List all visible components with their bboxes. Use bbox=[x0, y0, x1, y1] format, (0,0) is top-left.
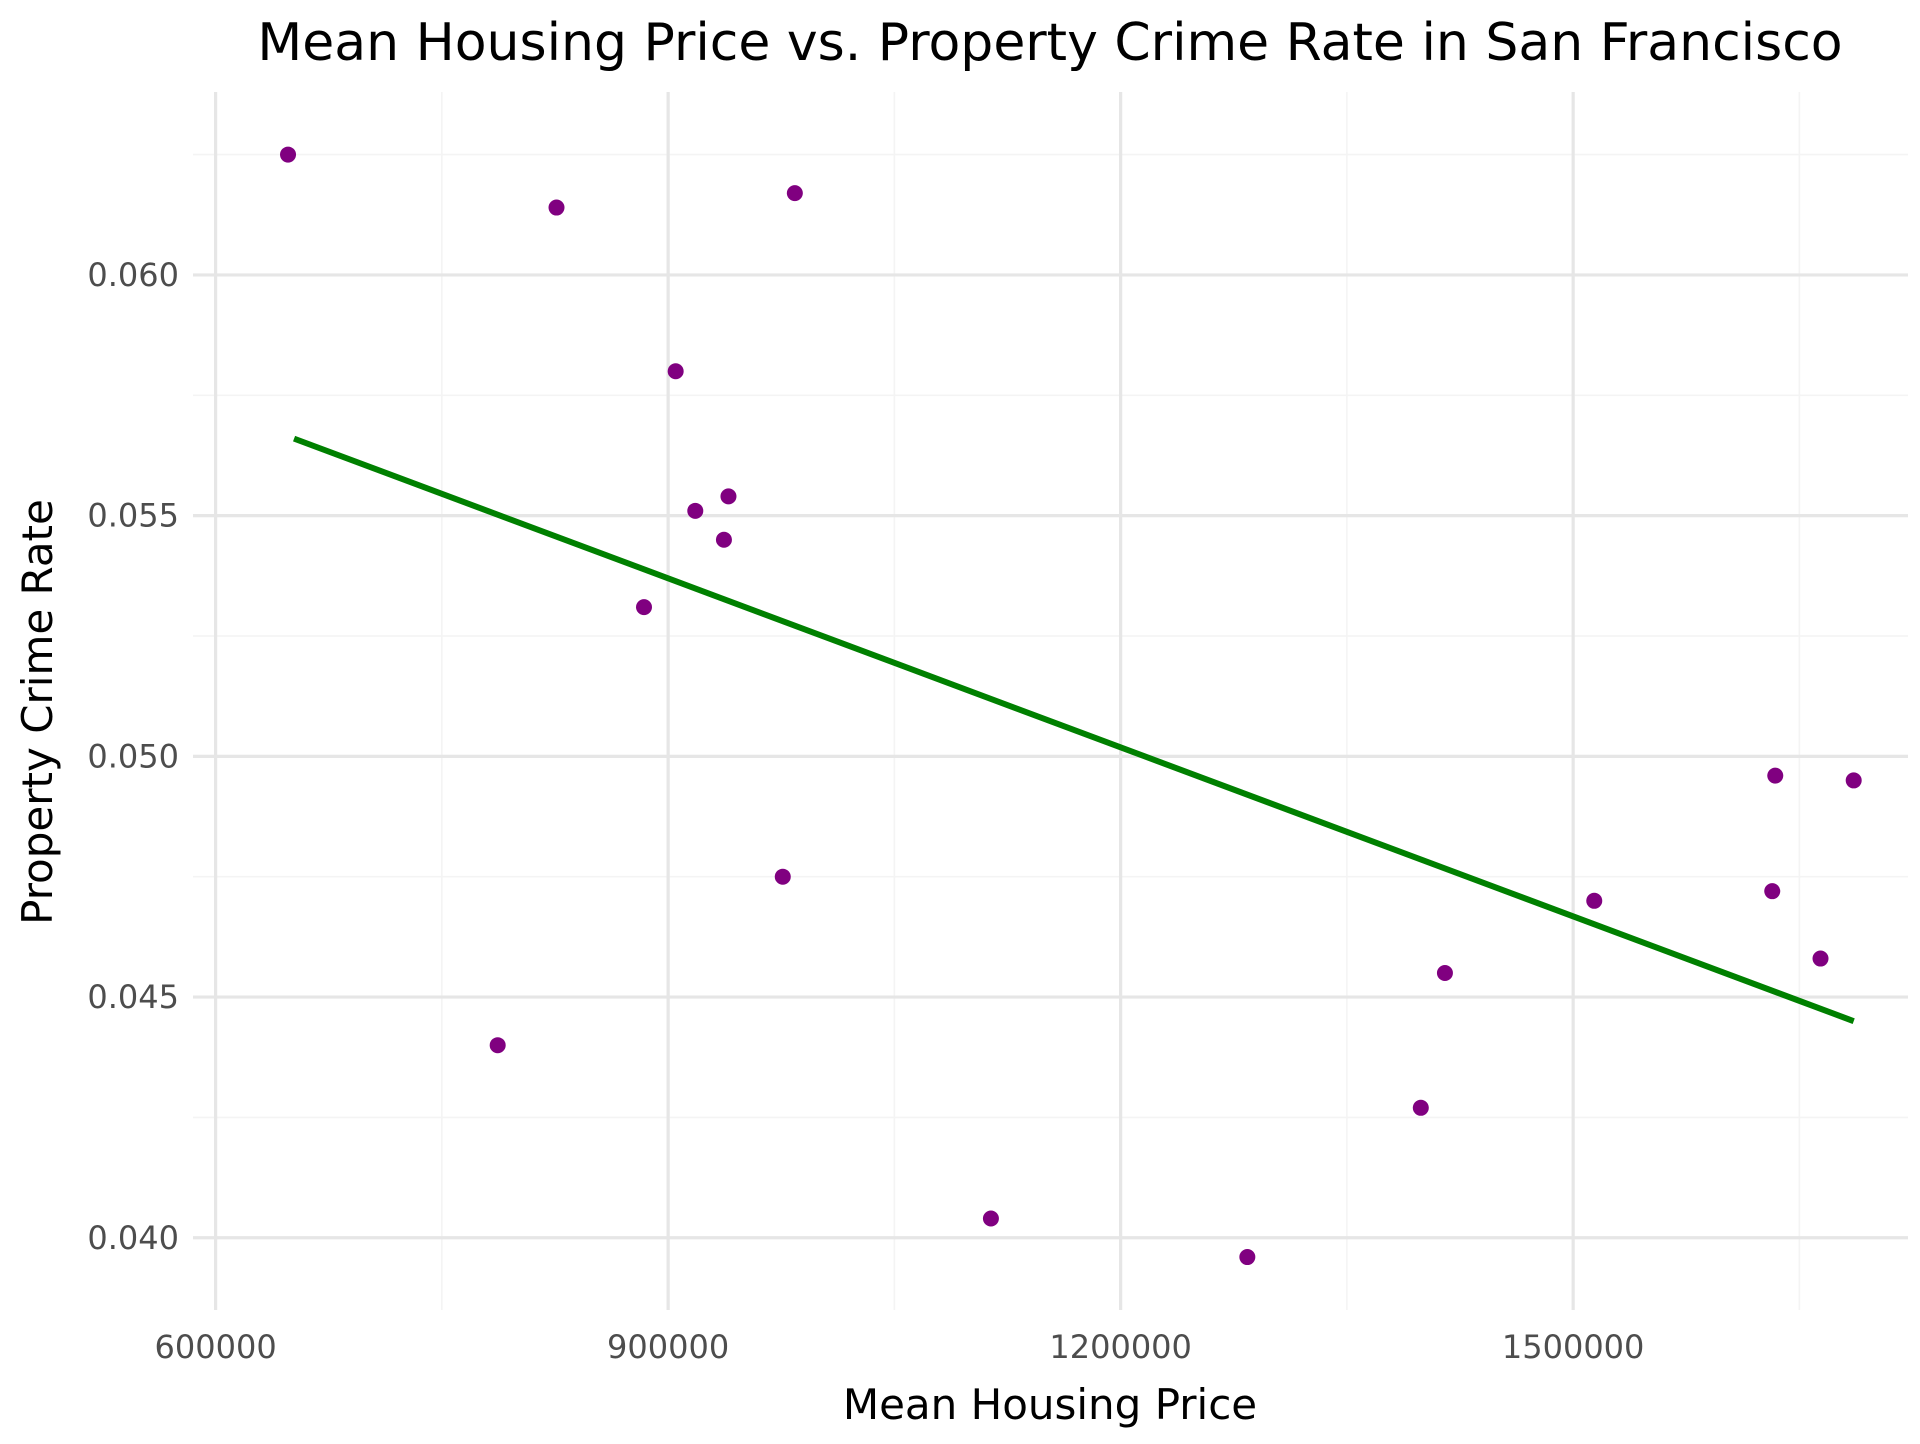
data-point bbox=[1436, 965, 1453, 982]
data-point bbox=[715, 531, 732, 548]
trend-line bbox=[293, 435, 1855, 1024]
y-tick-label: 0.050 bbox=[87, 737, 179, 775]
data-point bbox=[1586, 892, 1603, 909]
data-point bbox=[982, 1210, 999, 1227]
y-tick-label: 0.045 bbox=[87, 978, 179, 1016]
data-point bbox=[635, 599, 652, 616]
data-point bbox=[1812, 950, 1829, 967]
y-tick-label: 0.060 bbox=[87, 256, 179, 294]
y-tick-label: 0.055 bbox=[87, 497, 179, 535]
data-points-layer bbox=[280, 146, 1862, 1266]
data-point bbox=[786, 185, 803, 202]
x-axis-title: Mean Housing Price bbox=[843, 1380, 1257, 1429]
data-point bbox=[1412, 1099, 1429, 1116]
data-point bbox=[280, 146, 297, 163]
major-gridlines bbox=[193, 92, 1908, 1310]
trend-line-layer bbox=[293, 435, 1855, 1024]
data-point bbox=[1764, 883, 1781, 900]
data-point bbox=[1845, 772, 1862, 789]
x-tick-label: 900000 bbox=[607, 1328, 729, 1366]
y-axis-title: Property Crime Rate bbox=[13, 499, 62, 925]
minor-gridlines bbox=[193, 92, 1908, 1310]
data-point bbox=[1239, 1249, 1256, 1266]
chart-title: Mean Housing Price vs. Property Crime Ra… bbox=[257, 13, 1842, 73]
x-tick-label: 1200000 bbox=[1049, 1328, 1192, 1366]
data-point bbox=[774, 868, 791, 885]
data-point bbox=[548, 199, 565, 216]
data-point bbox=[1767, 767, 1784, 784]
x-tick-label: 600000 bbox=[155, 1328, 277, 1366]
tick-labels-layer: 600000 900000 1200000 1500000 0.040 0.045 0.05… bbox=[87, 256, 1644, 1366]
data-point bbox=[667, 363, 684, 380]
data-point bbox=[687, 502, 704, 519]
data-point bbox=[489, 1037, 506, 1054]
x-tick-label: 1500000 bbox=[1502, 1328, 1645, 1366]
y-tick-label: 0.040 bbox=[87, 1219, 179, 1257]
data-point bbox=[720, 488, 737, 505]
